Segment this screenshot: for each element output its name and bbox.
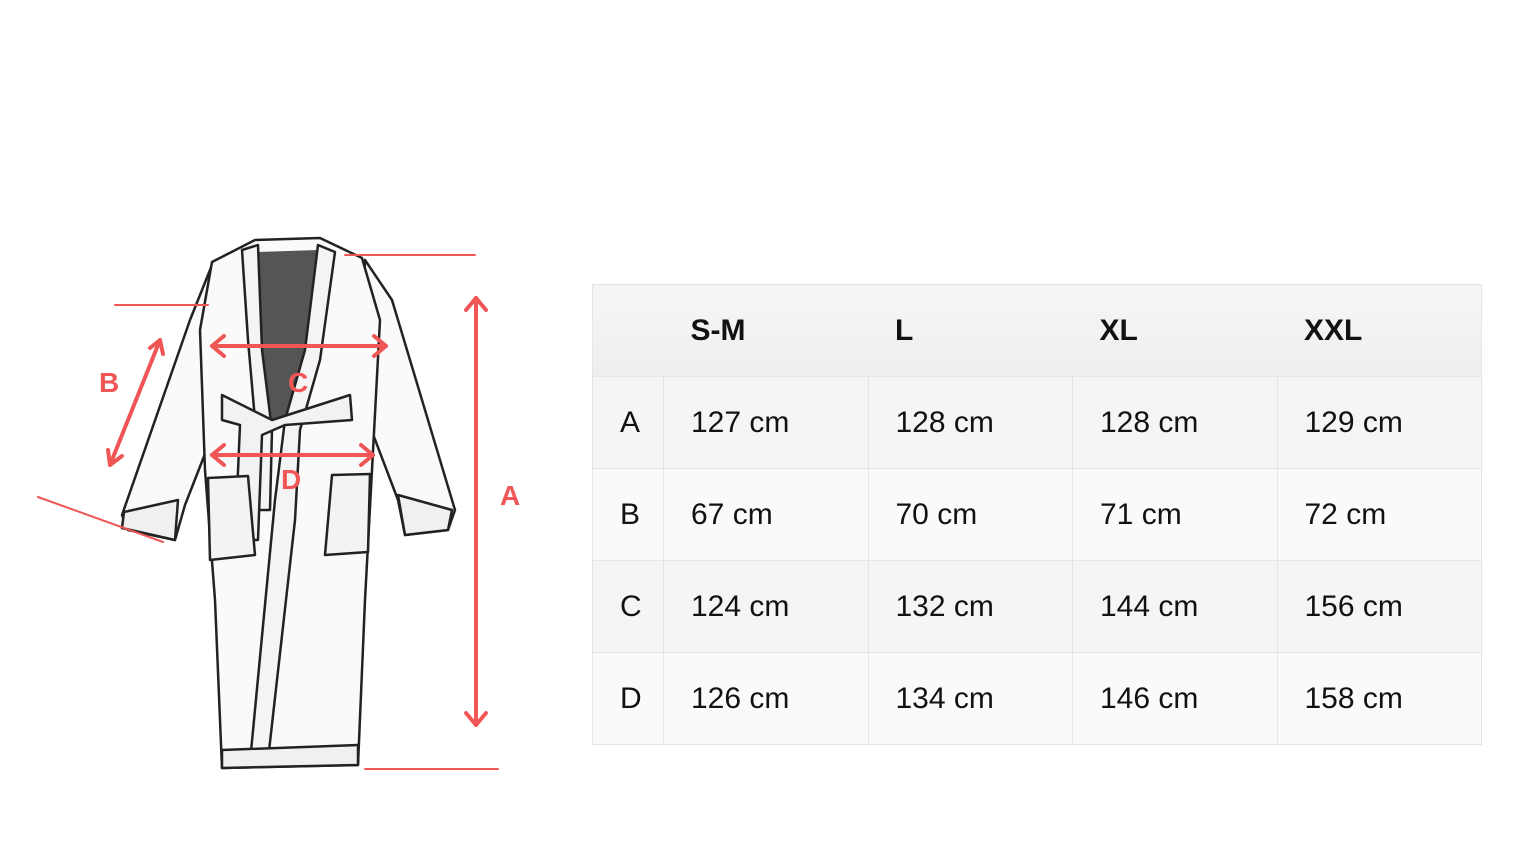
table-cell: 124 cm [663,560,869,653]
row-label: C [592,560,664,653]
label-b: B [99,367,119,398]
header-size-xxl: XXL [1277,284,1482,377]
row-label: D [592,652,664,745]
table-cell: 126 cm [663,652,869,745]
table-row: C 124 cm 132 cm 144 cm 156 cm [592,560,1482,653]
table-cell: 129 cm [1276,376,1482,469]
table-cell: 72 cm [1276,468,1482,561]
table-cell: 128 cm [1072,376,1278,469]
header-size-l: L [868,284,1073,377]
size-chart-table: S-M L XL XXL A 127 cm 128 cm 128 cm 129 … [592,284,1482,745]
table-cell: 158 cm [1276,652,1482,745]
table-header-row: S-M L XL XXL [592,284,1482,377]
header-size-s-m: S-M [663,284,868,377]
table-cell: 67 cm [663,468,869,561]
label-d: D [281,464,301,495]
table-cell: 134 cm [867,652,1073,745]
bathrobe-illustration [120,236,457,770]
bathrobe-diagram: A B C D [37,236,520,770]
measurement-annotations [37,254,499,770]
header-empty [592,284,664,377]
table-cell: 70 cm [867,468,1073,561]
table-row: B 67 cm 70 cm 71 cm 72 cm [592,468,1482,561]
table-row: A 127 cm 128 cm 128 cm 129 cm [592,376,1482,469]
row-label: B [592,468,664,561]
table-cell: 128 cm [867,376,1073,469]
header-size-xl: XL [1072,284,1277,377]
label-c: C [288,367,308,398]
table-cell: 127 cm [663,376,869,469]
table-cell: 156 cm [1276,560,1482,653]
arrow-b [108,338,162,467]
table-cell: 71 cm [1072,468,1278,561]
table-row: D 126 cm 134 cm 146 cm 158 cm [592,652,1482,745]
table-cell: 132 cm [867,560,1073,653]
row-label: A [592,376,664,469]
table-cell: 144 cm [1072,560,1278,653]
label-a: A [500,480,520,511]
table-cell: 146 cm [1072,652,1278,745]
